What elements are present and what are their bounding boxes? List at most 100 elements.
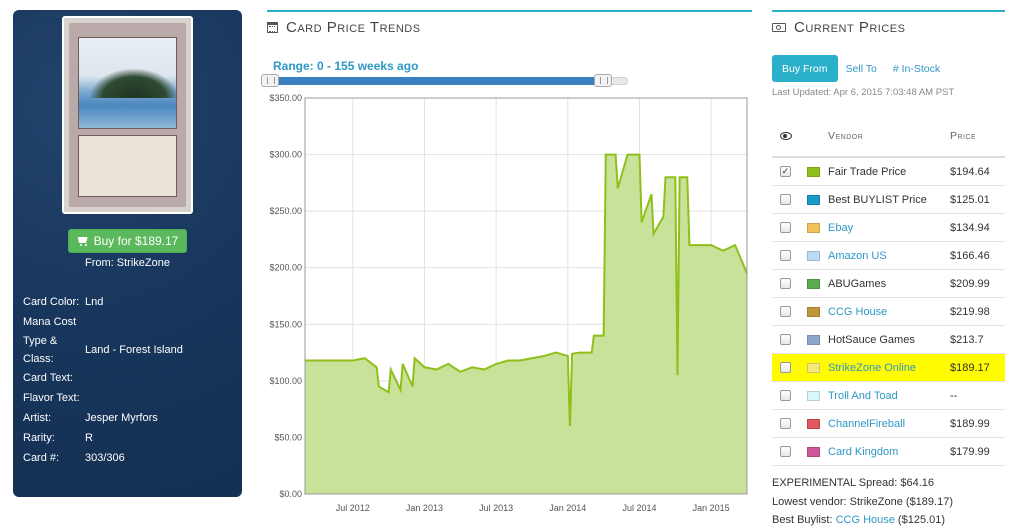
attr-row-rarity: Rarity: R	[23, 428, 233, 448]
attr-value: Lnd	[85, 296, 104, 308]
attr-key: Type & Class:	[23, 335, 58, 365]
best-buylist-text: Best Buylist: CCG House ($125.01)	[772, 514, 946, 526]
tab-in-stock[interactable]: # In-Stock	[892, 62, 941, 75]
vendor-visibility-checkbox[interactable]	[780, 334, 791, 345]
vendor-price: $125.01	[950, 193, 990, 206]
vendor-visibility-checkbox[interactable]	[780, 194, 791, 205]
spread-text: EXPERIMENTAL Spread: $64.16	[772, 477, 935, 489]
x-tick-label: Jan 2015	[693, 503, 730, 513]
vendor-name[interactable]: Amazon US	[828, 249, 887, 262]
attr-value: Land - Forest Island	[85, 344, 183, 356]
vendor-color-swatch	[807, 306, 820, 317]
vendor-visibility-checkbox[interactable]	[780, 446, 791, 457]
vendor-table-header: Vendor Price	[772, 116, 1005, 158]
vendor-row: ChannelFireball $189.99	[772, 410, 1005, 438]
attr-row-card-number: Card #: 303/306	[23, 448, 233, 468]
best-buylist-vendor-link[interactable]: CCG House	[835, 514, 895, 526]
y-tick-label: $150.00	[269, 319, 302, 329]
vendor-color-swatch	[807, 278, 820, 289]
calendar-icon	[267, 22, 278, 33]
price-trends-title: Card Price Trends	[267, 19, 421, 36]
x-tick-label: Jan 2014	[549, 503, 586, 513]
vendor-visibility-checkbox[interactable]	[780, 306, 791, 317]
shopping-cart-icon	[77, 236, 89, 246]
vendor-row: ABUGames $209.99	[772, 270, 1005, 298]
vendor-visibility-checkbox[interactable]	[780, 250, 791, 261]
vendor-price: $134.94	[950, 221, 990, 234]
price-trend-chart-svg: $0.00 $50.00 $100.00 $150.00 $200.00 $250.00 $…	[269, 93, 748, 513]
eye-icon	[779, 132, 792, 140]
attr-value: R	[85, 432, 93, 444]
range-label: Range: 0 - 155 weeks ago	[273, 59, 419, 73]
y-tick-label: $200.00	[269, 263, 302, 273]
attr-key: Card Text:	[23, 372, 73, 384]
vendor-name: Best BUYLIST Price	[828, 193, 927, 206]
panel-divider	[267, 10, 752, 12]
x-tick-label: Jul 2013	[479, 503, 513, 513]
y-tick-label: $100.00	[269, 376, 302, 386]
buy-from-vendor: From: StrikeZone	[85, 257, 170, 269]
series-line	[305, 153, 748, 427]
vendor-name[interactable]: ChannelFireball	[828, 417, 906, 430]
vendor-row: CCG House $219.98	[772, 298, 1005, 326]
vendor-name: Fair Trade Price	[828, 165, 907, 178]
vendor-row: HotSauce Games $213.7	[772, 326, 1005, 354]
y-tick-label: $300.00	[269, 150, 302, 160]
panel-divider	[772, 10, 1005, 12]
current-prices-panel: Current Prices Buy From Sell To # In-Sto…	[772, 10, 1005, 526]
price-trend-chart[interactable]: $0.00 $50.00 $100.00 $150.00 $200.00 $250.00 $…	[267, 93, 752, 520]
vendor-color-swatch	[807, 390, 820, 401]
attr-row-type: Type & Class: Land - Forest Island	[23, 332, 233, 368]
card-image[interactable]	[62, 16, 193, 214]
last-updated-text: Last Updated: Apr 6, 2015 7:03:48 AM PST	[772, 87, 955, 98]
vendor-visibility-checkbox[interactable]	[780, 390, 791, 401]
range-slider-end-handle[interactable]	[594, 74, 612, 87]
attr-key: Rarity:	[23, 432, 55, 444]
vendor-color-swatch	[807, 166, 820, 177]
attr-key: Artist:	[23, 412, 52, 424]
vendor-row: Ebay $134.94	[772, 214, 1005, 242]
current-prices-title: Current Prices	[772, 19, 905, 36]
y-tick-label: $350.00	[269, 94, 302, 103]
vendor-price: $179.99	[950, 445, 990, 458]
chart-border	[304, 97, 748, 495]
price-summary: EXPERIMENTAL Spread: $64.16 Lowest vendo…	[772, 474, 953, 526]
tab-buy-from[interactable]: Buy From	[772, 55, 838, 82]
attr-row-card-text: Card Text:	[23, 368, 233, 388]
buy-button-label: Buy for $189.17	[93, 234, 179, 248]
vendor-name[interactable]: StrikeZone Online	[828, 361, 917, 374]
vendor-visibility-checkbox[interactable]: ✓	[780, 166, 791, 177]
vendor-visibility-checkbox[interactable]	[780, 362, 791, 373]
x-tick-label: Jul 2014	[622, 503, 656, 513]
vendor-column-header: Vendor	[828, 130, 864, 142]
buy-button[interactable]: Buy for $189.17	[68, 229, 187, 253]
vendor-name[interactable]: CCG House	[828, 305, 888, 318]
vendor-row: Best BUYLIST Price $125.01	[772, 186, 1005, 214]
vendor-name[interactable]: Troll And Toad	[828, 389, 898, 402]
vendor-price-table: Vendor Price ✓ Fair Trade Price $194.64 Bes…	[772, 116, 1005, 466]
attr-row-artist: Artist: Jesper Myrfors	[23, 408, 233, 428]
vendor-row: StrikeZone Online $189.17	[772, 354, 1005, 382]
vendor-price: $213.7	[950, 333, 984, 346]
vendor-color-swatch	[807, 222, 820, 233]
attr-value: 303/306	[85, 452, 125, 464]
vendor-price: $189.17	[950, 361, 990, 374]
vendor-visibility-checkbox[interactable]	[780, 278, 791, 289]
attr-key: Mana Cost	[23, 316, 77, 328]
card-artwork	[78, 37, 179, 129]
vendor-color-swatch	[807, 446, 820, 457]
range-slider-start-handle[interactable]	[261, 74, 279, 87]
vendor-price: $219.98	[950, 305, 990, 318]
tab-sell-to[interactable]: Sell To	[845, 62, 877, 75]
lowest-vendor-text: Lowest vendor: StrikeZone ($189.17)	[772, 495, 953, 508]
card-attributes: Card Color: Lnd Mana Cost Type & Class: …	[23, 292, 233, 468]
vendor-price: $166.46	[950, 249, 990, 262]
vendor-name[interactable]: Ebay	[828, 221, 854, 234]
series-area-fill	[305, 154, 747, 495]
vendor-name[interactable]: Card Kingdom	[828, 445, 899, 458]
attr-row-flavor-text: Flavor Text:	[23, 388, 233, 408]
vendor-name: HotSauce Games	[828, 333, 915, 346]
vendor-visibility-checkbox[interactable]	[780, 222, 791, 233]
vendor-visibility-checkbox[interactable]	[780, 418, 791, 429]
vendor-row: Troll And Toad --	[772, 382, 1005, 410]
